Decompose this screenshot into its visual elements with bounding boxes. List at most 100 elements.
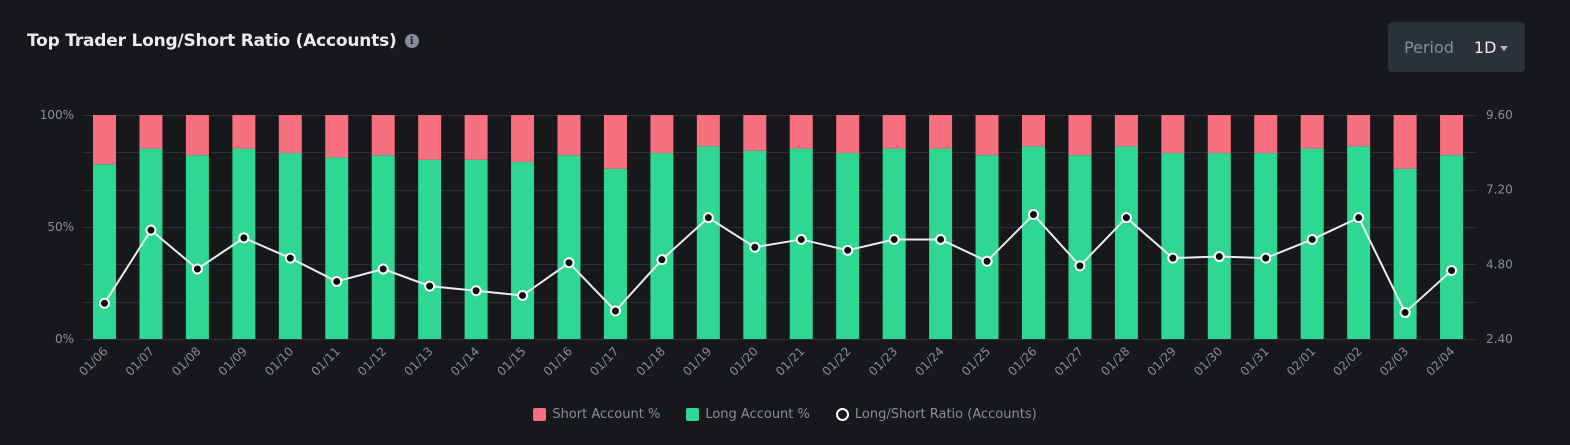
ratio-point: [609, 305, 621, 317]
short-bar: [1393, 115, 1417, 169]
x-tick-label: 01/14: [448, 344, 482, 378]
ratio-point: [1306, 233, 1318, 245]
x-tick-label: 01/08: [169, 344, 203, 378]
short-bar: [232, 115, 256, 149]
short-bar: [371, 115, 395, 156]
ratio-point: [424, 280, 436, 292]
y-left-tick-label: 100%: [40, 108, 74, 122]
x-tick-label: 01/21: [773, 344, 807, 378]
short-bar: [185, 115, 209, 156]
legend-item-short[interactable]: Short Account %: [533, 407, 660, 422]
long-bar: [1161, 153, 1185, 339]
short-swatch: [533, 408, 547, 421]
ratio-point: [702, 212, 714, 224]
ratio-line: [103, 213, 1453, 314]
ratio-point: [1167, 252, 1179, 264]
chevron-down-icon: [1500, 45, 1509, 51]
long-bar: [696, 146, 720, 339]
long-bar: [1207, 153, 1231, 339]
legend-long-label: Long Account %: [705, 407, 810, 422]
long-bar: [185, 155, 209, 339]
short-bar: [278, 115, 302, 154]
ratio-point: [1120, 212, 1132, 224]
ratio-point: [1213, 251, 1225, 263]
ratio-point: [470, 285, 482, 297]
ratio-point: [331, 275, 343, 287]
short-bar: [1114, 115, 1138, 147]
x-tick-label: 01/20: [727, 344, 761, 378]
long-bar: [1393, 168, 1417, 339]
x-tick-label: 01/12: [355, 344, 389, 378]
short-bar: [650, 115, 674, 154]
ratio-point: [284, 252, 296, 264]
short-bar: [511, 115, 535, 163]
info-icon[interactable]: i: [404, 34, 419, 48]
long-bar: [371, 155, 395, 339]
ratio-point: [795, 233, 807, 245]
long-bar: [603, 168, 627, 339]
chart-legend: Short Account % Long Account % Long/Shor…: [0, 407, 1570, 422]
ratio-point: [842, 244, 854, 256]
short-bar: [1068, 115, 1092, 156]
legend-ratio-label: Long/Short Ratio (Accounts): [854, 407, 1037, 422]
long-bar: [511, 162, 535, 339]
ratio-point: [656, 254, 668, 266]
short-bar: [464, 115, 488, 160]
x-tick-label: 01/09: [216, 344, 250, 378]
long-bar: [1114, 146, 1138, 339]
ratio-swatch: [835, 408, 849, 421]
x-tick-label: 02/01: [1284, 344, 1318, 378]
legend-item-ratio[interactable]: Long/Short Ratio (Accounts): [835, 407, 1037, 422]
ratio-point: [99, 297, 110, 309]
y-right-tick-label: 4.80: [1486, 257, 1513, 271]
x-tick-label: 01/28: [1098, 344, 1132, 378]
x-tick-label: 02/04: [1423, 344, 1457, 378]
short-bar: [1347, 115, 1371, 147]
short-bar: [1440, 115, 1464, 156]
ratio-point: [749, 241, 761, 253]
chart-header: Top Trader Long/Short Ratio (Accounts) i: [27, 31, 419, 51]
long-bar: [557, 155, 581, 339]
x-tick-label: 01/06: [76, 344, 110, 378]
legend-short-label: Short Account %: [552, 407, 661, 422]
short-bar: [1161, 115, 1185, 154]
ratio-point: [238, 232, 250, 244]
short-bar: [836, 115, 860, 154]
long-bar: [1440, 155, 1464, 339]
long-bar: [93, 164, 116, 339]
y-right-tick-label: 2.40: [1486, 332, 1513, 346]
short-bar: [789, 115, 813, 149]
long-bar: [1068, 155, 1092, 339]
short-bar: [882, 115, 906, 149]
y-right-tick-label: 7.20: [1486, 183, 1513, 197]
ratio-point: [1260, 252, 1272, 264]
long-bar: [1347, 146, 1371, 339]
ratio-point: [1446, 265, 1458, 277]
x-tick-label: 01/13: [401, 344, 435, 378]
x-tick-label: 01/18: [634, 344, 668, 378]
short-bar: [418, 115, 442, 160]
x-tick-label: 01/27: [1052, 344, 1086, 378]
x-tick-label: 01/07: [123, 344, 157, 378]
legend-item-long[interactable]: Long Account %: [686, 407, 810, 422]
short-bar: [1207, 115, 1231, 154]
short-bar: [743, 115, 767, 151]
ratio-point: [517, 289, 529, 301]
x-tick-label: 01/24: [912, 344, 946, 378]
short-bar: [93, 115, 116, 165]
long-bar: [278, 153, 302, 339]
x-tick-label: 02/02: [1330, 344, 1364, 378]
x-tick-label: 01/30: [1191, 344, 1225, 378]
x-tick-label: 01/29: [1145, 344, 1179, 378]
long-bar: [650, 153, 674, 339]
x-tick-label: 01/26: [1005, 344, 1039, 378]
x-tick-label: 01/11: [309, 344, 343, 378]
x-tick-label: 01/23: [866, 344, 900, 378]
short-bar: [1300, 115, 1324, 149]
ratio-point: [888, 233, 900, 245]
short-bar: [603, 115, 627, 169]
ratio-point: [145, 224, 157, 236]
long-swatch: [686, 408, 700, 421]
ratio-point: [563, 257, 575, 269]
period-selector[interactable]: Period 1D: [1388, 22, 1525, 72]
